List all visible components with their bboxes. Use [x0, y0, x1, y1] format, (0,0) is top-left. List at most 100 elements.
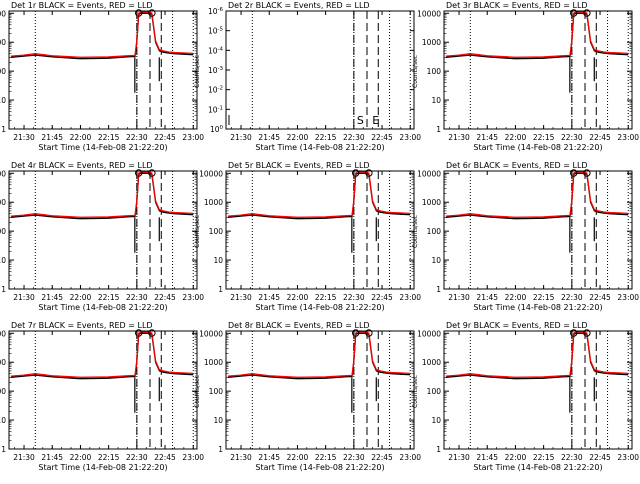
y-tick-label: 100: [427, 227, 442, 236]
x-tick-label: 22:45: [589, 453, 611, 462]
y-tick-label: 1000: [0, 38, 6, 47]
y-tick-label: 10: [213, 416, 223, 425]
y-axis-label: Counts/sec: [412, 215, 419, 248]
saa-circle-marker: [570, 9, 578, 17]
y-tick-label: 1000: [204, 358, 223, 367]
y-tick-label: 100: [210, 125, 224, 134]
y-tick-label: 1: [436, 445, 441, 454]
plot-frame: [443, 330, 633, 450]
lld-series-line: [10, 171, 194, 218]
panel-title: Det 6r BLACK = Events, RED = LLD: [446, 161, 588, 170]
x-axis-label: Start Time (14-Feb-08 21:22:20): [38, 463, 167, 472]
y-axis-label: Counts/sec: [412, 55, 419, 88]
y-tick-label: 10000: [0, 169, 6, 178]
plot-frame: [225, 10, 415, 130]
x-tick-label: 22:45: [154, 453, 176, 462]
x-tick-label: 22:30: [343, 453, 365, 462]
x-tick-label: 23:00: [182, 453, 204, 462]
panel-det-1r: Det 1r BLACK = Events, RED = LLD Counts/s…: [0, 1, 204, 152]
lld-series-line: [10, 11, 194, 58]
x-tick-label: 21:30: [13, 133, 35, 142]
y-axis-label: Counts/sec: [194, 55, 201, 88]
y-tick-label: 100: [209, 387, 224, 396]
y-tick-label: 1000: [0, 358, 6, 367]
y-tick-label: 10-5: [208, 27, 224, 36]
x-tick-label: 23:00: [617, 453, 639, 462]
x-tick-label: 22:15: [98, 293, 120, 302]
y-tick-label: 10000: [199, 329, 223, 338]
panel-title: Det 3r BLACK = Events, RED = LLD: [446, 1, 588, 10]
x-tick-label: 22:30: [343, 133, 365, 142]
x-tick-label: 22:30: [343, 293, 365, 302]
lld-series-line: [445, 11, 629, 58]
x-tick-label: 21:45: [258, 293, 280, 302]
y-tick-label: 10-3: [208, 66, 224, 75]
y-tick-label: 10000: [0, 329, 6, 338]
x-tick-label: 21:30: [13, 453, 35, 462]
panel-title: Det 8r BLACK = Events, RED = LLD: [228, 321, 370, 330]
x-tick-label: 22:15: [98, 453, 120, 462]
y-tick-label: 1: [218, 285, 223, 294]
x-tick-label: 21:45: [476, 453, 498, 462]
x-axis-label: Start Time (14-Feb-08 21:22:20): [255, 463, 384, 472]
y-tick-label: 1: [1, 125, 6, 134]
x-tick-label: 23:00: [182, 133, 204, 142]
y-tick-label: 10000: [417, 9, 441, 18]
x-axis-label: Start Time (14-Feb-08 21:22:20): [38, 143, 167, 152]
x-axis-label: Start Time (14-Feb-08 21:22:20): [38, 303, 167, 312]
x-tick-label: 22:15: [533, 453, 555, 462]
saa-circle-marker: [570, 329, 578, 337]
panel-det-2r: Det 2r BLACK = Events, RED = LLD Counts/s…: [194, 1, 421, 152]
y-tick-label: 10000: [417, 169, 441, 178]
x-tick-label: 22:30: [126, 293, 148, 302]
x-tick-label: 22:45: [154, 133, 176, 142]
saa-circle-marker: [570, 169, 578, 177]
saa-circle-marker: [583, 169, 591, 177]
x-tick-label: 22:45: [589, 133, 611, 142]
x-axis-label: Start Time (14-Feb-08 21:22:20): [473, 463, 602, 472]
panel-title: Det 4r BLACK = Events, RED = LLD: [11, 161, 153, 170]
saa-circle-marker: [352, 329, 360, 337]
panel-det-9r: Det 9r BLACK = Events, RED = LLD Counts/s…: [412, 321, 639, 472]
y-tick-label: 1000: [0, 198, 6, 207]
x-tick-label: 22:45: [154, 293, 176, 302]
x-tick-label: 21:45: [258, 133, 280, 142]
y-tick-label: 10-4: [208, 46, 224, 55]
y-tick-label: 1: [436, 285, 441, 294]
x-tick-label: 21:30: [448, 293, 470, 302]
y-tick-label: 10000: [199, 169, 223, 178]
y-tick-label: 1000: [422, 358, 441, 367]
x-axis-label: Start Time (14-Feb-08 21:22:20): [255, 303, 384, 312]
y-tick-label: 10: [431, 96, 441, 105]
x-tick-label: 22:00: [70, 133, 92, 142]
plot-frame: [225, 170, 415, 290]
x-tick-label: 22:45: [371, 293, 393, 302]
plot-frame: [8, 170, 198, 290]
y-tick-label: 10: [0, 96, 6, 105]
saa-circle-marker: [135, 9, 143, 17]
plot-frame: [443, 170, 633, 290]
lld-series-line: [445, 331, 629, 378]
saa-circle-marker: [148, 9, 156, 17]
saa-circle-marker: [148, 329, 156, 337]
y-tick-label: 1000: [204, 198, 223, 207]
y-tick-label: 1000: [422, 38, 441, 47]
saa-circle-marker: [365, 169, 373, 177]
x-tick-label: 21:30: [230, 133, 252, 142]
y-axis-label: Counts/sec: [194, 215, 201, 248]
x-tick-label: 22:00: [505, 133, 527, 142]
saa-end-label: E: [372, 114, 379, 127]
x-tick-label: 21:45: [41, 453, 63, 462]
x-axis-label: Start Time (14-Feb-08 21:22:20): [473, 143, 602, 152]
panel-det-3r: Det 3r BLACK = Events, RED = LLD Counts/s…: [412, 1, 639, 152]
y-tick-label: 100: [427, 67, 442, 76]
x-tick-label: 23:00: [617, 133, 639, 142]
x-tick-label: 22:30: [126, 133, 148, 142]
panel-det-8r: Det 8r BLACK = Events, RED = LLD Counts/s…: [194, 321, 421, 472]
x-tick-label: 22:00: [287, 293, 309, 302]
x-tick-label: 22:15: [533, 293, 555, 302]
x-tick-label: 22:30: [561, 453, 583, 462]
x-tick-label: 21:30: [230, 453, 252, 462]
y-tick-label: 100: [0, 387, 6, 396]
